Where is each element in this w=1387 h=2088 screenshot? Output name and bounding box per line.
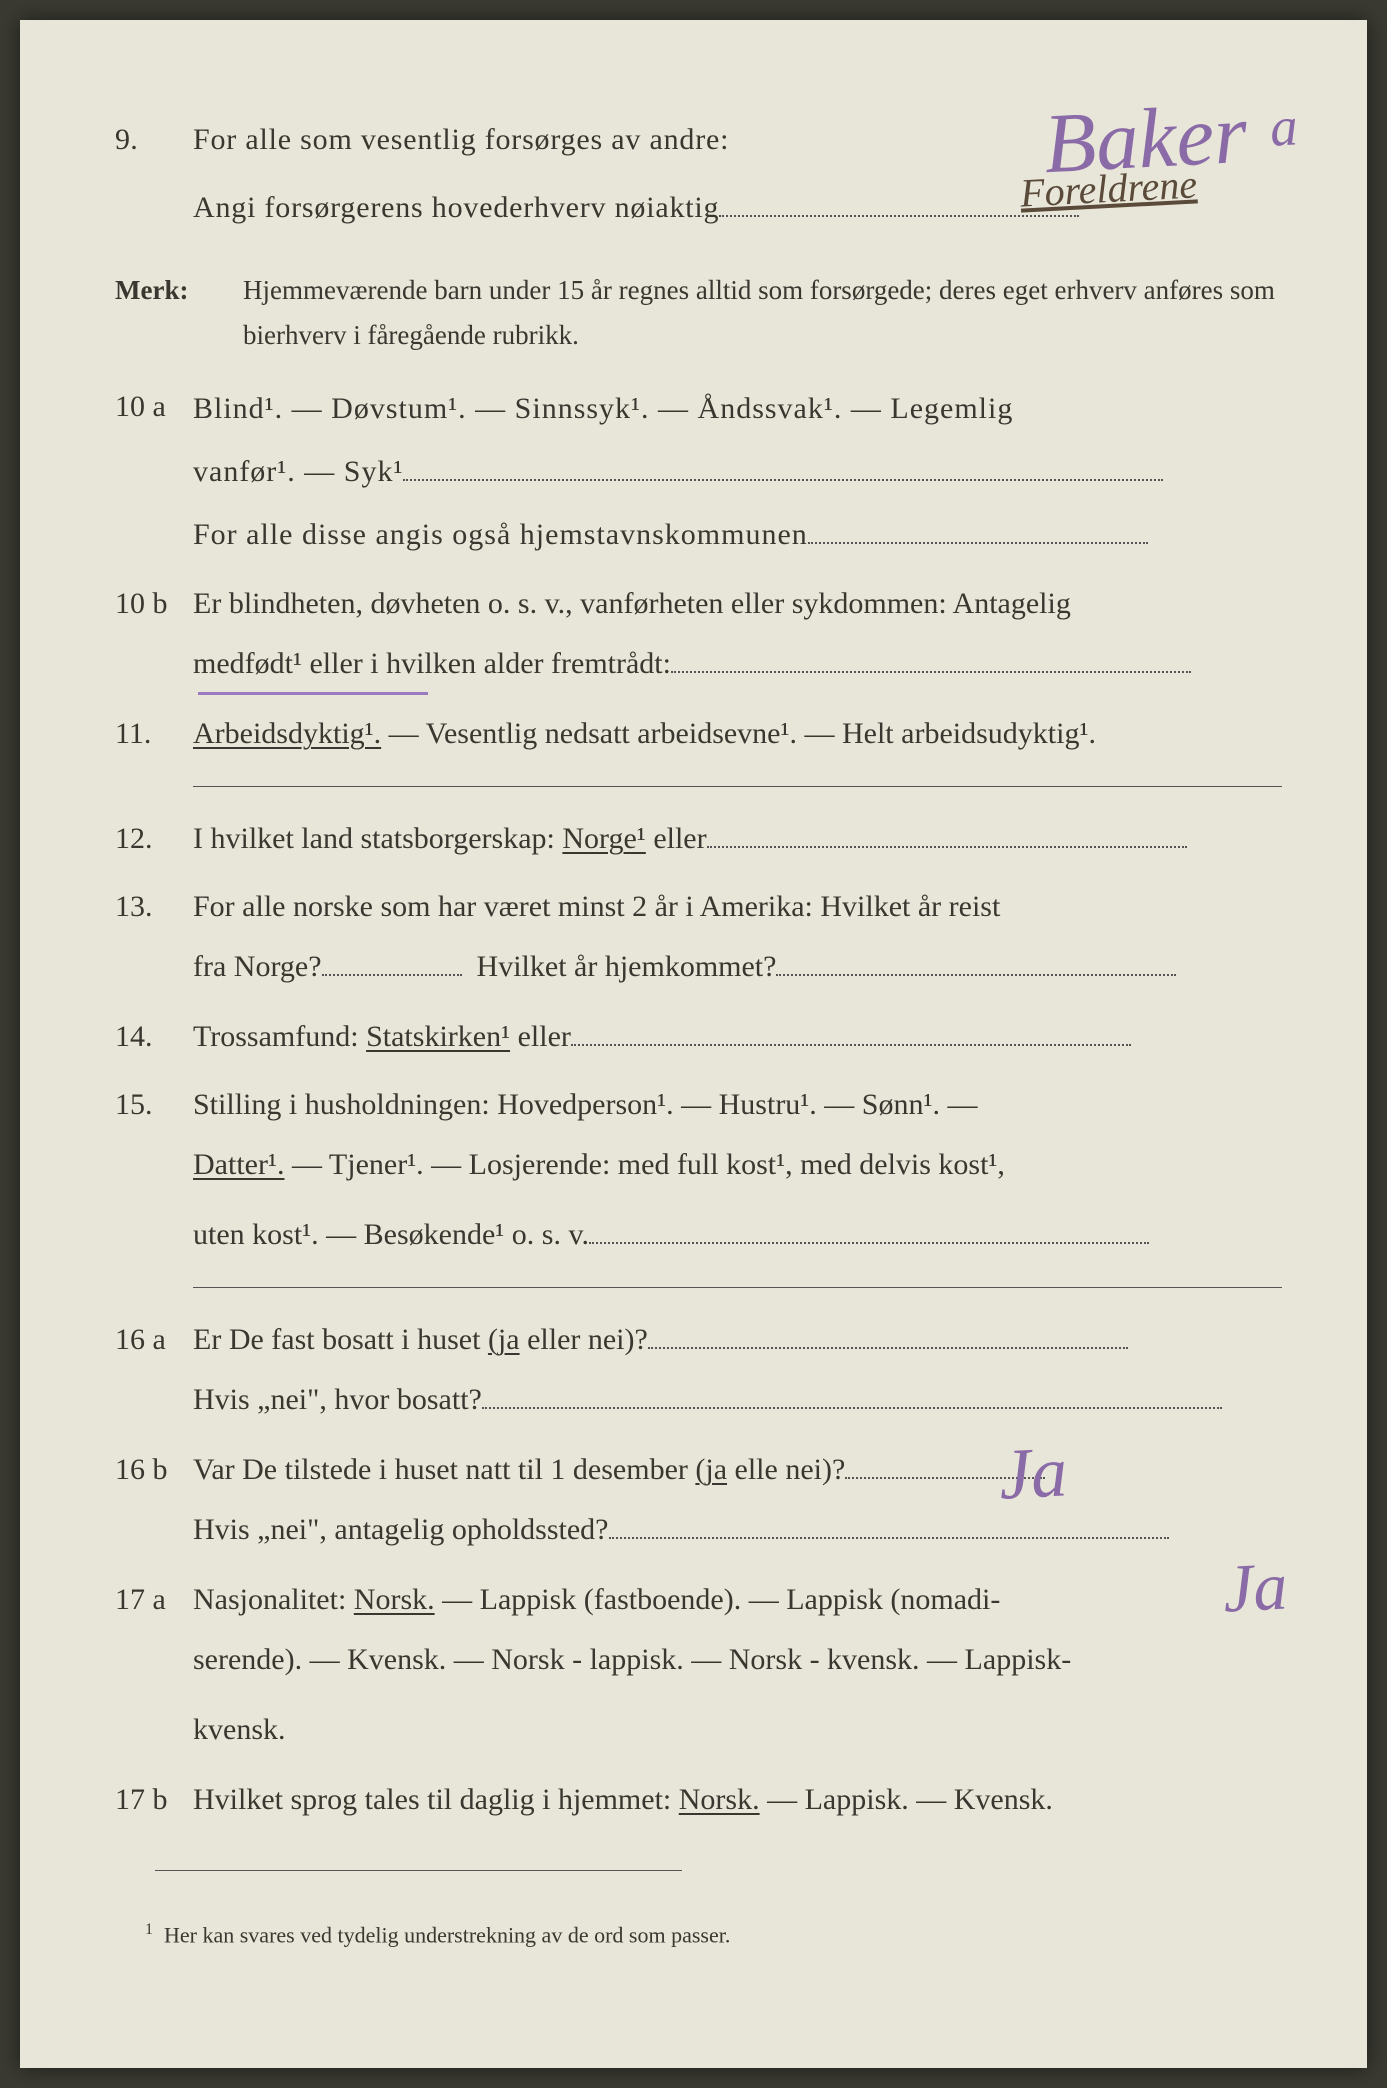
- q15-line3: uten kost¹. — Besøkende¹ o. s. v.: [193, 1205, 1282, 1265]
- q10b-number: 10 b: [115, 574, 193, 634]
- q11-number: 11.: [115, 704, 193, 764]
- q16b-fill2: [609, 1537, 1169, 1539]
- q10a-fill2: [808, 542, 1148, 544]
- q15-number: 15.: [115, 1075, 193, 1135]
- footnote-marker: 1: [145, 1921, 153, 1938]
- q15-line3-text: uten kost¹. — Besøkende¹ o. s. v.: [193, 1218, 589, 1251]
- q13-line1: For alle norske som har været minst 2 år…: [193, 877, 1282, 937]
- q17a-norsk: Norsk.: [354, 1583, 435, 1616]
- q13-line2-b: Hvilket år hjemkommet?: [477, 950, 777, 983]
- q15-datter: Datter¹.: [193, 1148, 284, 1181]
- handwriting-initial: a: [1268, 94, 1299, 158]
- q17a-line3: kvensk.: [193, 1700, 1282, 1760]
- q16b-line2: Hvis „nei", antagelig opholdssted?: [193, 1500, 1282, 1560]
- handwriting-underline-arbeidsdyktig: [198, 692, 428, 695]
- handwriting-ja-16b: Ja: [1221, 1546, 1289, 1628]
- q16a-line2: Hvis „nei", hvor bosatt?: [193, 1370, 1282, 1430]
- q16a-line1-a: Er De fast bosatt i huset: [193, 1323, 488, 1356]
- footnote-divider: [155, 1870, 682, 1871]
- q16a-fill1: [648, 1347, 1128, 1349]
- q16a-fill2: [482, 1407, 1222, 1409]
- question-15: 15. Stilling i husholdningen: Hovedperso…: [115, 1075, 1282, 1135]
- q16b-line1-a: Var De tilstede i huset natt til 1 desem…: [193, 1453, 695, 1486]
- q12-number: 12.: [115, 809, 193, 869]
- question-17a: 17 a Nasjonalitet: Norsk. — Lappisk (fas…: [115, 1570, 1282, 1630]
- q17a-line2: serende). — Kvensk. — Norsk - lappisk. —…: [193, 1630, 1282, 1690]
- q12-fill: [707, 846, 1187, 848]
- divider-after-11: [193, 786, 1282, 787]
- q17a-text-a: Nasjonalitet:: [193, 1583, 354, 1616]
- q17a-text-b: — Lappisk (fastboende). — Lappisk (nomad…: [435, 1583, 1001, 1616]
- q13-number: 13.: [115, 877, 193, 937]
- question-14: 14. Trossamfund: Statskirken¹ eller: [115, 1007, 1282, 1067]
- q17b-text-a: Hvilket sprog tales til daglig i hjemmet…: [193, 1783, 679, 1816]
- q16b-ja: (ja: [695, 1453, 727, 1486]
- q11-arbeidsdyktig: Arbeidsdyktig¹.: [193, 717, 381, 750]
- q13-line2-a: fra Norge?: [193, 950, 322, 983]
- handwriting-line2: Foreldrene: [1019, 160, 1198, 216]
- q12-text-a: I hvilket land statsborgerskap:: [193, 822, 562, 855]
- q10a-number: 10 a: [115, 377, 193, 440]
- q15-fill: [589, 1242, 1149, 1244]
- q9-line2-text: Angi forsørgerens hovederhverv nøiaktig: [193, 191, 719, 224]
- q17b-number: 17 b: [115, 1770, 193, 1830]
- merk-label: Merk:: [115, 268, 243, 357]
- question-16b: 16 b Var De tilstede i huset natt til 1 …: [115, 1440, 1282, 1500]
- q15-line2-rest: — Tjener¹. — Losjerende: med full kost¹,…: [284, 1148, 1004, 1181]
- merk-text: Hjemmeværende barn under 15 år regnes al…: [243, 268, 1282, 357]
- q13-fill2: [776, 974, 1176, 976]
- q12-norge: Norge¹: [562, 822, 645, 855]
- q14-fill: [571, 1044, 1131, 1046]
- q10a-options: Blind¹. — Døvstum¹. — Sinnssyk¹. — Åndss…: [193, 377, 1282, 440]
- q16a-number: 16 a: [115, 1310, 193, 1370]
- q11-rest: — Vesentlig nedsatt arbeidsevne¹. — Helt…: [381, 717, 1096, 750]
- q13-line2: fra Norge? Hvilket år hjemkommet?: [193, 937, 1282, 997]
- question-13: 13. For alle norske som har været minst …: [115, 877, 1282, 937]
- q16a-line1-c: eller nei)?: [520, 1323, 648, 1356]
- handwriting-ja-16a: Ja: [997, 1430, 1069, 1516]
- question-11: 11. Arbeidsdyktig¹. — Vesentlig nedsatt …: [115, 704, 1282, 764]
- question-10a: 10 a Blind¹. — Døvstum¹. — Sinnssyk¹. — …: [115, 377, 1282, 440]
- question-10b: 10 b Er blindheten, døvheten o. s. v., v…: [115, 574, 1282, 634]
- q10a-line3: For alle disse angis også hjemstavnskomm…: [193, 503, 1282, 566]
- footnote-text: Her kan svares ved tydelig understreknin…: [164, 1922, 730, 1947]
- divider-after-15: [193, 1287, 1282, 1288]
- q10a-line3-text: For alle disse angis også hjemstavnskomm…: [193, 518, 808, 551]
- question-16a: 16 a Er De fast bosatt i huset (ja eller…: [115, 1310, 1282, 1370]
- q17b-text-b: — Lappisk. — Kvensk.: [760, 1783, 1053, 1816]
- q14-statskirken: Statskirken¹: [366, 1020, 510, 1053]
- q9-number: 9.: [115, 113, 193, 167]
- q16b-number: 16 b: [115, 1440, 193, 1500]
- q10a-fill1: [403, 479, 1163, 481]
- q17a-number: 17 a: [115, 1570, 193, 1630]
- q13-fill1: [322, 974, 462, 976]
- q10b-line2-text: medfødt¹ eller i hvilken alder fremtrådt…: [193, 647, 671, 680]
- q14-text-b: eller: [510, 1020, 571, 1053]
- q16b-line1-c: elle nei)?: [727, 1453, 845, 1486]
- q16a-line2-text: Hvis „nei", hvor bosatt?: [193, 1383, 482, 1416]
- q14-number: 14.: [115, 1007, 193, 1067]
- q15-line2: Datter¹. — Tjener¹. — Losjerende: med fu…: [193, 1135, 1282, 1195]
- q16a-ja: (ja: [488, 1323, 520, 1356]
- q10a-line2: vanfør¹. — Syk¹: [193, 440, 1282, 503]
- q14-text-a: Trossamfund:: [193, 1020, 366, 1053]
- q10b-fill: [671, 671, 1191, 673]
- q10a-line2-text: vanfør¹. — Syk¹: [193, 455, 403, 488]
- q10b-line2: medfødt¹ eller i hvilken alder fremtrådt…: [193, 634, 1282, 694]
- q15-line1: Stilling i husholdningen: Hovedperson¹. …: [193, 1075, 1282, 1135]
- census-form-page: Baker a Foreldrene Ja Ja 9. For alle som…: [20, 20, 1367, 2068]
- merk-note: Merk: Hjemmeværende barn under 15 år reg…: [115, 268, 1282, 357]
- question-12: 12. I hvilket land statsborgerskap: Norg…: [115, 809, 1282, 869]
- q16b-line2-text: Hvis „nei", antagelig opholdssted?: [193, 1513, 609, 1546]
- q12-text-b: eller: [646, 822, 707, 855]
- question-17b: 17 b Hvilket sprog tales til daglig i hj…: [115, 1770, 1282, 1830]
- footnote: 1 Her kan svares ved tydelig understrekn…: [115, 1901, 1282, 1948]
- q17b-norsk: Norsk.: [679, 1783, 760, 1816]
- q10b-text: Er blindheten, døvheten o. s. v., vanfør…: [193, 574, 1282, 634]
